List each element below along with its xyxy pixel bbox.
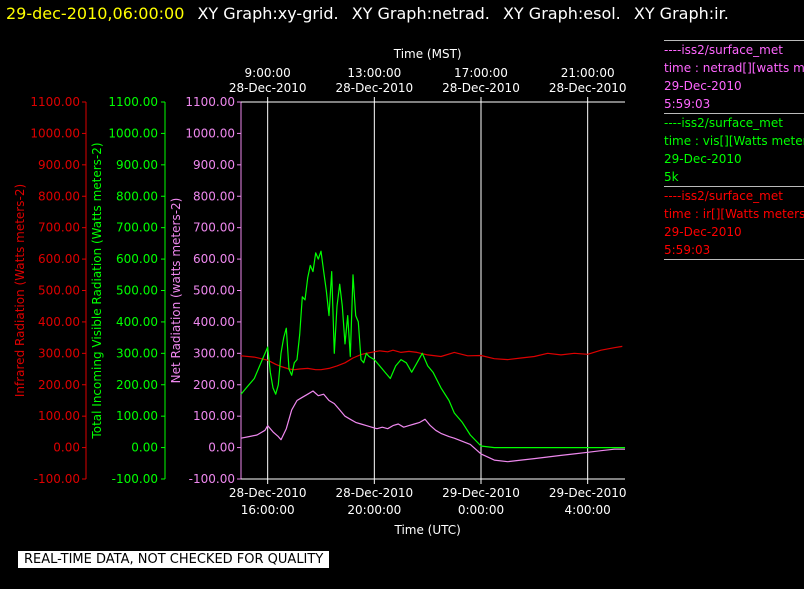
bottom-tick-label: 29-Dec-2010 bbox=[549, 486, 627, 500]
vis-tick-label: 1100.00 bbox=[108, 95, 158, 109]
top-tick-label: 17:00:00 bbox=[454, 66, 508, 80]
ir-tick-label: 200.00 bbox=[38, 378, 80, 392]
netrad-tick-label: -100.00 bbox=[189, 472, 235, 486]
legend-line: 5:59:03 bbox=[664, 243, 711, 257]
vis-tick-label: 0.00 bbox=[131, 441, 158, 455]
netrad-tick-label: 1000.00 bbox=[185, 126, 235, 140]
legend-line: time : ir[][Watts meters-2] bbox=[664, 207, 804, 221]
top-axis-title: Time (MST) bbox=[393, 47, 462, 61]
ir-tick-label: 500.00 bbox=[38, 284, 80, 298]
legend-line: ----iss2/surface_met bbox=[664, 43, 783, 57]
ir-series-line bbox=[240, 345, 623, 371]
top-tick-label: 28-Dec-2010 bbox=[549, 81, 627, 95]
ir-tick-label: 100.00 bbox=[38, 409, 80, 423]
bottom-tick-label: 29-Dec-2010 bbox=[442, 486, 520, 500]
graph-header: 29-dec-2010,06:00:00 XY Graph:xy-grid. X… bbox=[6, 4, 729, 23]
graph-title-esol: XY Graph:esol. bbox=[502, 4, 621, 23]
bottom-tick-label: 20:00:00 bbox=[347, 503, 401, 517]
ir-tick-label: 1100.00 bbox=[30, 95, 80, 109]
top-tick-label: 13:00:00 bbox=[347, 66, 401, 80]
top-tick-label: 9:00:00 bbox=[245, 66, 291, 80]
vis-tick-label: -100.00 bbox=[112, 472, 158, 486]
netrad-tick-label: 400.00 bbox=[193, 315, 235, 329]
timestamp: 29-dec-2010,06:00:00 bbox=[6, 4, 185, 23]
ir-tick-label: 300.00 bbox=[38, 346, 80, 360]
netrad-tick-label: 100.00 bbox=[193, 409, 235, 423]
legend-line: 29-Dec-2010 bbox=[664, 79, 742, 93]
vis-tick-label: 200.00 bbox=[116, 378, 158, 392]
vis-tick-label: 1000.00 bbox=[108, 126, 158, 140]
netrad-tick-label: 200.00 bbox=[193, 378, 235, 392]
vis-tick-label: 600.00 bbox=[116, 252, 158, 266]
quality-notice: REAL-TIME DATA, NOT CHECKED FOR QUALITY bbox=[18, 551, 330, 568]
ir-axis-title: Infrared Radiation (Watts meters-2) bbox=[13, 184, 27, 397]
vis-series-line bbox=[240, 250, 625, 449]
legend-line: 5:59:03 bbox=[664, 97, 711, 111]
ir-tick-label: 800.00 bbox=[38, 189, 80, 203]
legend-line: time : vis[][Watts meters-2] bbox=[664, 134, 804, 148]
ir-tick-label: -100.00 bbox=[34, 472, 80, 486]
vis-tick-label: 800.00 bbox=[116, 189, 158, 203]
ir-tick-label: 900.00 bbox=[38, 158, 80, 172]
vis-tick-label: 700.00 bbox=[116, 221, 158, 235]
bottom-tick-label: 4:00:00 bbox=[565, 503, 611, 517]
bottom-tick-label: 28-Dec-2010 bbox=[229, 486, 307, 500]
ir-tick-label: 600.00 bbox=[38, 252, 80, 266]
vis-tick-label: 400.00 bbox=[116, 315, 158, 329]
ir-tick-label: 0.00 bbox=[53, 441, 80, 455]
top-tick-label: 28-Dec-2010 bbox=[442, 81, 520, 95]
netrad-tick-label: 500.00 bbox=[193, 284, 235, 298]
netrad-tick-label: 300.00 bbox=[193, 346, 235, 360]
graph-title-ir: XY Graph:ir. bbox=[633, 4, 729, 23]
vis-tick-label: 900.00 bbox=[116, 158, 158, 172]
bottom-axis-title: Time (UTC) bbox=[393, 523, 460, 537]
legend-separator bbox=[664, 186, 804, 187]
legend-line: ----iss2/surface_met bbox=[664, 189, 783, 203]
legend-line: ----iss2/surface_met bbox=[664, 116, 783, 130]
top-tick-label: 21:00:00 bbox=[561, 66, 615, 80]
netrad-tick-label: 900.00 bbox=[193, 158, 235, 172]
vis-tick-label: 300.00 bbox=[116, 346, 158, 360]
legend-separator bbox=[664, 40, 804, 41]
legend-line: 29-Dec-2010 bbox=[664, 152, 742, 166]
bottom-tick-label: 0:00:00 bbox=[458, 503, 504, 517]
ir-tick-label: 700.00 bbox=[38, 221, 80, 235]
legend-line: 5k bbox=[664, 170, 679, 184]
legend-line: 29-Dec-2010 bbox=[664, 225, 742, 239]
legend-line: time : netrad[][watts meters-2] bbox=[664, 61, 804, 75]
netrad-tick-label: 600.00 bbox=[193, 252, 235, 266]
bottom-tick-label: 16:00:00 bbox=[241, 503, 295, 517]
graph-title-xy-grid: XY Graph:xy-grid. bbox=[197, 4, 339, 23]
netrad-tick-label: 0.00 bbox=[208, 441, 235, 455]
top-tick-label: 28-Dec-2010 bbox=[229, 81, 307, 95]
ir-tick-label: 400.00 bbox=[38, 315, 80, 329]
netrad-axis-title: Net Radiation (watts meters-2) bbox=[169, 198, 183, 384]
netrad-tick-label: 700.00 bbox=[193, 221, 235, 235]
top-tick-label: 28-Dec-2010 bbox=[335, 81, 413, 95]
vis-tick-label: 100.00 bbox=[116, 409, 158, 423]
legend-separator bbox=[664, 259, 804, 260]
netrad-series-line bbox=[240, 390, 625, 463]
ir-tick-label: 1000.00 bbox=[30, 126, 80, 140]
graph-title-netrad: XY Graph:netrad. bbox=[351, 4, 490, 23]
vis-axis-title: Total Incoming Visible Radiation (Watts … bbox=[90, 142, 104, 439]
netrad-tick-label: 800.00 bbox=[193, 189, 235, 203]
bottom-tick-label: 28-Dec-2010 bbox=[335, 486, 413, 500]
legend-separator bbox=[664, 113, 804, 114]
vis-tick-label: 500.00 bbox=[116, 284, 158, 298]
netrad-tick-label: 1100.00 bbox=[185, 95, 235, 109]
